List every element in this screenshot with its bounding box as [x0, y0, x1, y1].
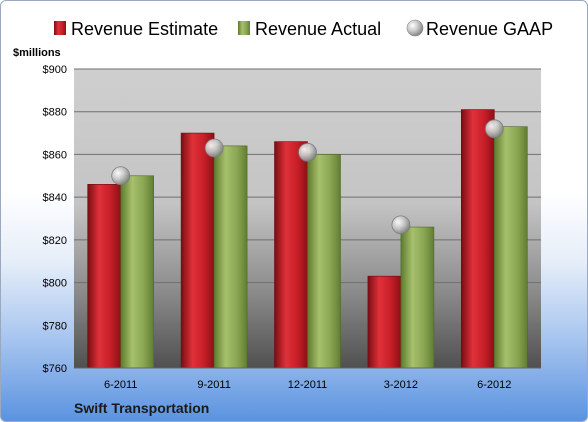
legend-label-estimate: Revenue Estimate [71, 19, 218, 39]
legend-swatch-actual [238, 21, 250, 35]
estimate-bar [367, 275, 402, 369]
y-tick-label: $820 [43, 235, 67, 247]
actual-bar [307, 154, 341, 369]
y-tick-labels: $760 $780 $800 $820 $840 $860 $880 $900 [43, 64, 67, 375]
estimate-bar [180, 132, 215, 369]
x-tick-label: 9-2011 [197, 379, 230, 391]
estimate-bar [460, 109, 495, 369]
gaap-marker [204, 138, 224, 158]
y-tick-label: $860 [43, 149, 67, 161]
bars [87, 109, 528, 369]
y-tick-label: $800 [43, 278, 67, 290]
y-tick-label: $900 [43, 64, 67, 76]
legend: Revenue Estimate Revenue Actual Revenue GA… [54, 19, 553, 39]
estimate-bar [274, 141, 308, 369]
estimate-bar [87, 184, 121, 369]
legend-label-actual: Revenue Actual [255, 19, 381, 39]
gaap-marker [484, 119, 504, 139]
x-tick-labels: 6-2011 9-2011 12-2011 3-2012 6-2012 [104, 379, 511, 391]
legend-swatch-estimate [54, 21, 66, 35]
x-tick-label: 6-2011 [104, 379, 137, 391]
legend-label-gaap: Revenue GAAP [426, 19, 553, 39]
x-tick-label: 3-2012 [384, 379, 418, 391]
actual-bar [213, 145, 248, 369]
y-tick-label: $840 [43, 192, 67, 204]
gaap-marker [111, 166, 131, 186]
y-tick-label: $780 [43, 320, 67, 332]
company-name: Swift Transportation [74, 400, 209, 416]
legend-swatch-gaap [406, 19, 424, 37]
x-tick-label: 12-2011 [288, 379, 328, 391]
actual-bar [493, 126, 528, 369]
y-tick-label: $880 [43, 107, 67, 119]
actual-bar [120, 175, 154, 369]
actual-bar [400, 226, 435, 369]
y-axis-label: $millions [13, 47, 61, 59]
gaap-marker [391, 215, 411, 235]
x-tick-label: 6-2012 [477, 379, 511, 391]
y-tick-label: $760 [43, 363, 67, 375]
gaap-marker [298, 142, 317, 162]
